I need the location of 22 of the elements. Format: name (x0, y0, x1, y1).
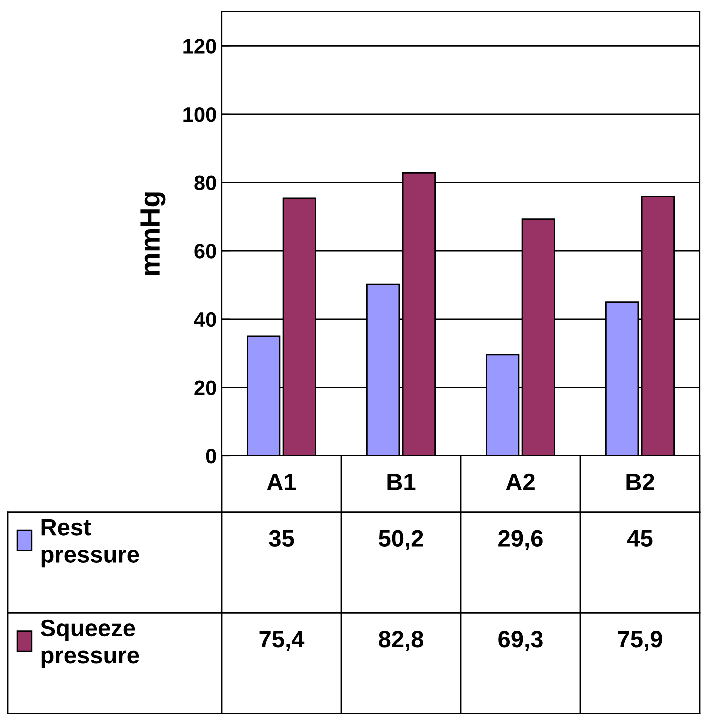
x-tick-label: B2 (626, 474, 654, 490)
legend-label: Rest pressure (42, 519, 140, 568)
data-label: 50,2 (379, 530, 424, 550)
x-tick-label: A1 (267, 474, 296, 490)
y-tick-label: 60 (194, 244, 216, 259)
y-tick-label: 0 (206, 449, 216, 464)
x-tick-label: A2 (506, 474, 535, 490)
data-label: 75,9 (618, 631, 662, 652)
legend-label: Squeeze pressure (40, 620, 140, 668)
data-label: 35 (269, 530, 294, 548)
y-tick-label: 20 (194, 380, 216, 396)
y-tick-label: 40 (194, 312, 216, 328)
y-tick-label: 120 (184, 39, 216, 54)
data-label: 82,8 (379, 631, 424, 652)
data-label: 69,3 (498, 631, 543, 652)
y-axis-title: mmHg (140, 192, 166, 276)
y-tick-label: 80 (194, 176, 216, 191)
data-label: 75,4 (260, 631, 305, 652)
y-tick-label: 100 (184, 107, 216, 122)
data-label: 45 (627, 530, 653, 547)
data-label: 29,6 (498, 530, 543, 550)
x-tick-label: B1 (388, 474, 416, 490)
